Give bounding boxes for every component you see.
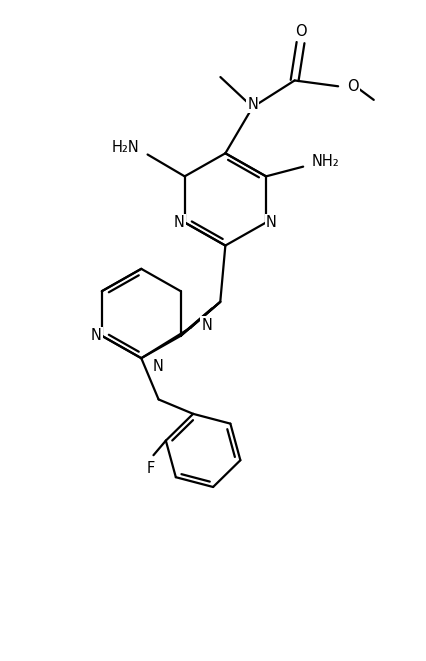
Text: N: N bbox=[174, 215, 184, 230]
Text: N: N bbox=[91, 329, 102, 343]
Text: N: N bbox=[201, 318, 213, 332]
Text: F: F bbox=[147, 461, 155, 477]
Text: N: N bbox=[266, 215, 277, 230]
Text: O: O bbox=[295, 24, 306, 40]
Text: N: N bbox=[152, 360, 163, 374]
Text: NH₂: NH₂ bbox=[311, 154, 339, 169]
Text: H₂N: H₂N bbox=[112, 139, 139, 155]
Text: N: N bbox=[247, 97, 258, 112]
Text: O: O bbox=[347, 79, 359, 94]
